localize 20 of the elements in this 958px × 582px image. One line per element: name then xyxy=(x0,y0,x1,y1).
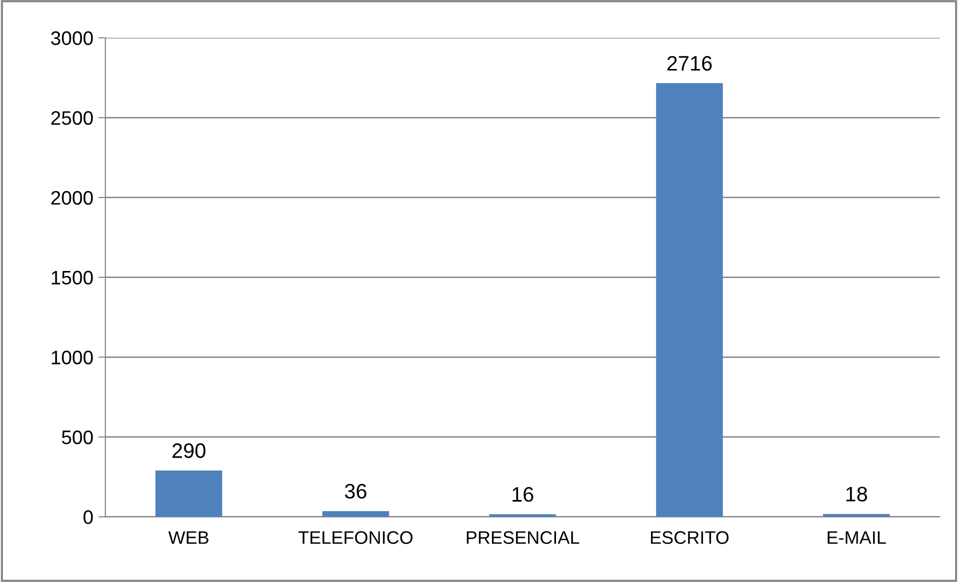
data-label: 16 xyxy=(512,487,534,502)
data-label: 290 xyxy=(172,443,206,458)
bar xyxy=(155,470,222,517)
x-tick-label: WEB xyxy=(168,531,208,544)
y-tick-label: 1500 xyxy=(52,270,93,285)
y-tick-label: 3000 xyxy=(51,31,93,46)
data-label: 36 xyxy=(344,484,366,499)
data-label: 18 xyxy=(846,486,868,502)
data-label: 2716 xyxy=(667,56,712,71)
y-tick-label: 1000 xyxy=(52,350,93,364)
y-tick-label: 0 xyxy=(84,510,93,524)
bar xyxy=(322,511,390,517)
x-tick-label: TELEFONICO xyxy=(298,531,413,544)
y-tick-label: 2500 xyxy=(51,111,93,125)
x-tick-label: E-MAIL xyxy=(828,531,886,544)
x-tick-label: ESCRITO xyxy=(650,531,729,544)
y-tick-label: 2000 xyxy=(51,190,93,205)
x-tick-label: PRESENCIAL xyxy=(466,531,580,544)
bar xyxy=(656,83,723,517)
y-tick-label: 500 xyxy=(62,430,93,444)
